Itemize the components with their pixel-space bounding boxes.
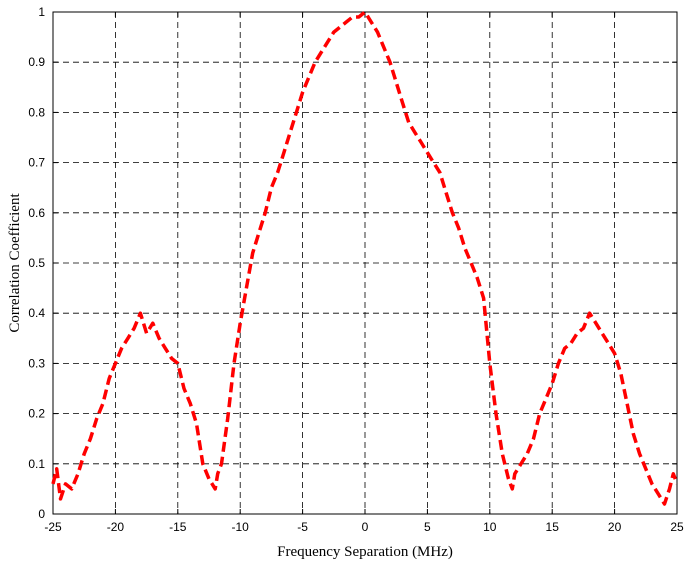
x-tick-label: -20 [107,520,125,534]
grid [53,12,677,514]
series-line [51,10,679,506]
y-axis-label: Correlation Coefficient [7,193,23,333]
y-tick-label: 1 [38,5,45,19]
tick-marks [52,11,678,515]
y-tick-label: 0.9 [28,55,45,69]
x-tick-label: -15 [169,520,187,534]
x-tick-label: 10 [483,520,497,534]
y-tick-label: 0.6 [28,206,45,220]
y-tick-label: 0.3 [28,356,45,370]
y-tick-label: 0.5 [28,256,45,270]
x-axis-label: Frequency Separation (MHz) [277,544,453,560]
x-tick-labels: -25 -20 -15 -10 -5 0 5 10 15 20 25 [44,520,684,534]
x-tick-label: 20 [608,520,622,534]
x-tick-label: -25 [44,520,62,534]
x-tick-label: 25 [670,520,684,534]
x-tick-label: -5 [297,520,308,534]
y-tick-label: 0.1 [28,457,45,471]
x-tick-label: 0 [362,520,369,534]
y-tick-label: 0.8 [28,105,45,119]
x-tick-label: -10 [232,520,250,534]
x-tick-label: 5 [424,520,431,534]
y-tick-label: 0.2 [28,407,45,421]
y-tick-labels: 0 0.1 0.2 0.3 0.4 0.5 0.6 0.7 0.8 0.9 1 [28,5,45,521]
y-tick-label: 0.4 [28,306,45,320]
x-tick-label: 15 [546,520,560,534]
y-tick-label: 0 [38,507,45,521]
y-tick-label: 0.7 [28,156,45,170]
series-layer [51,10,679,506]
